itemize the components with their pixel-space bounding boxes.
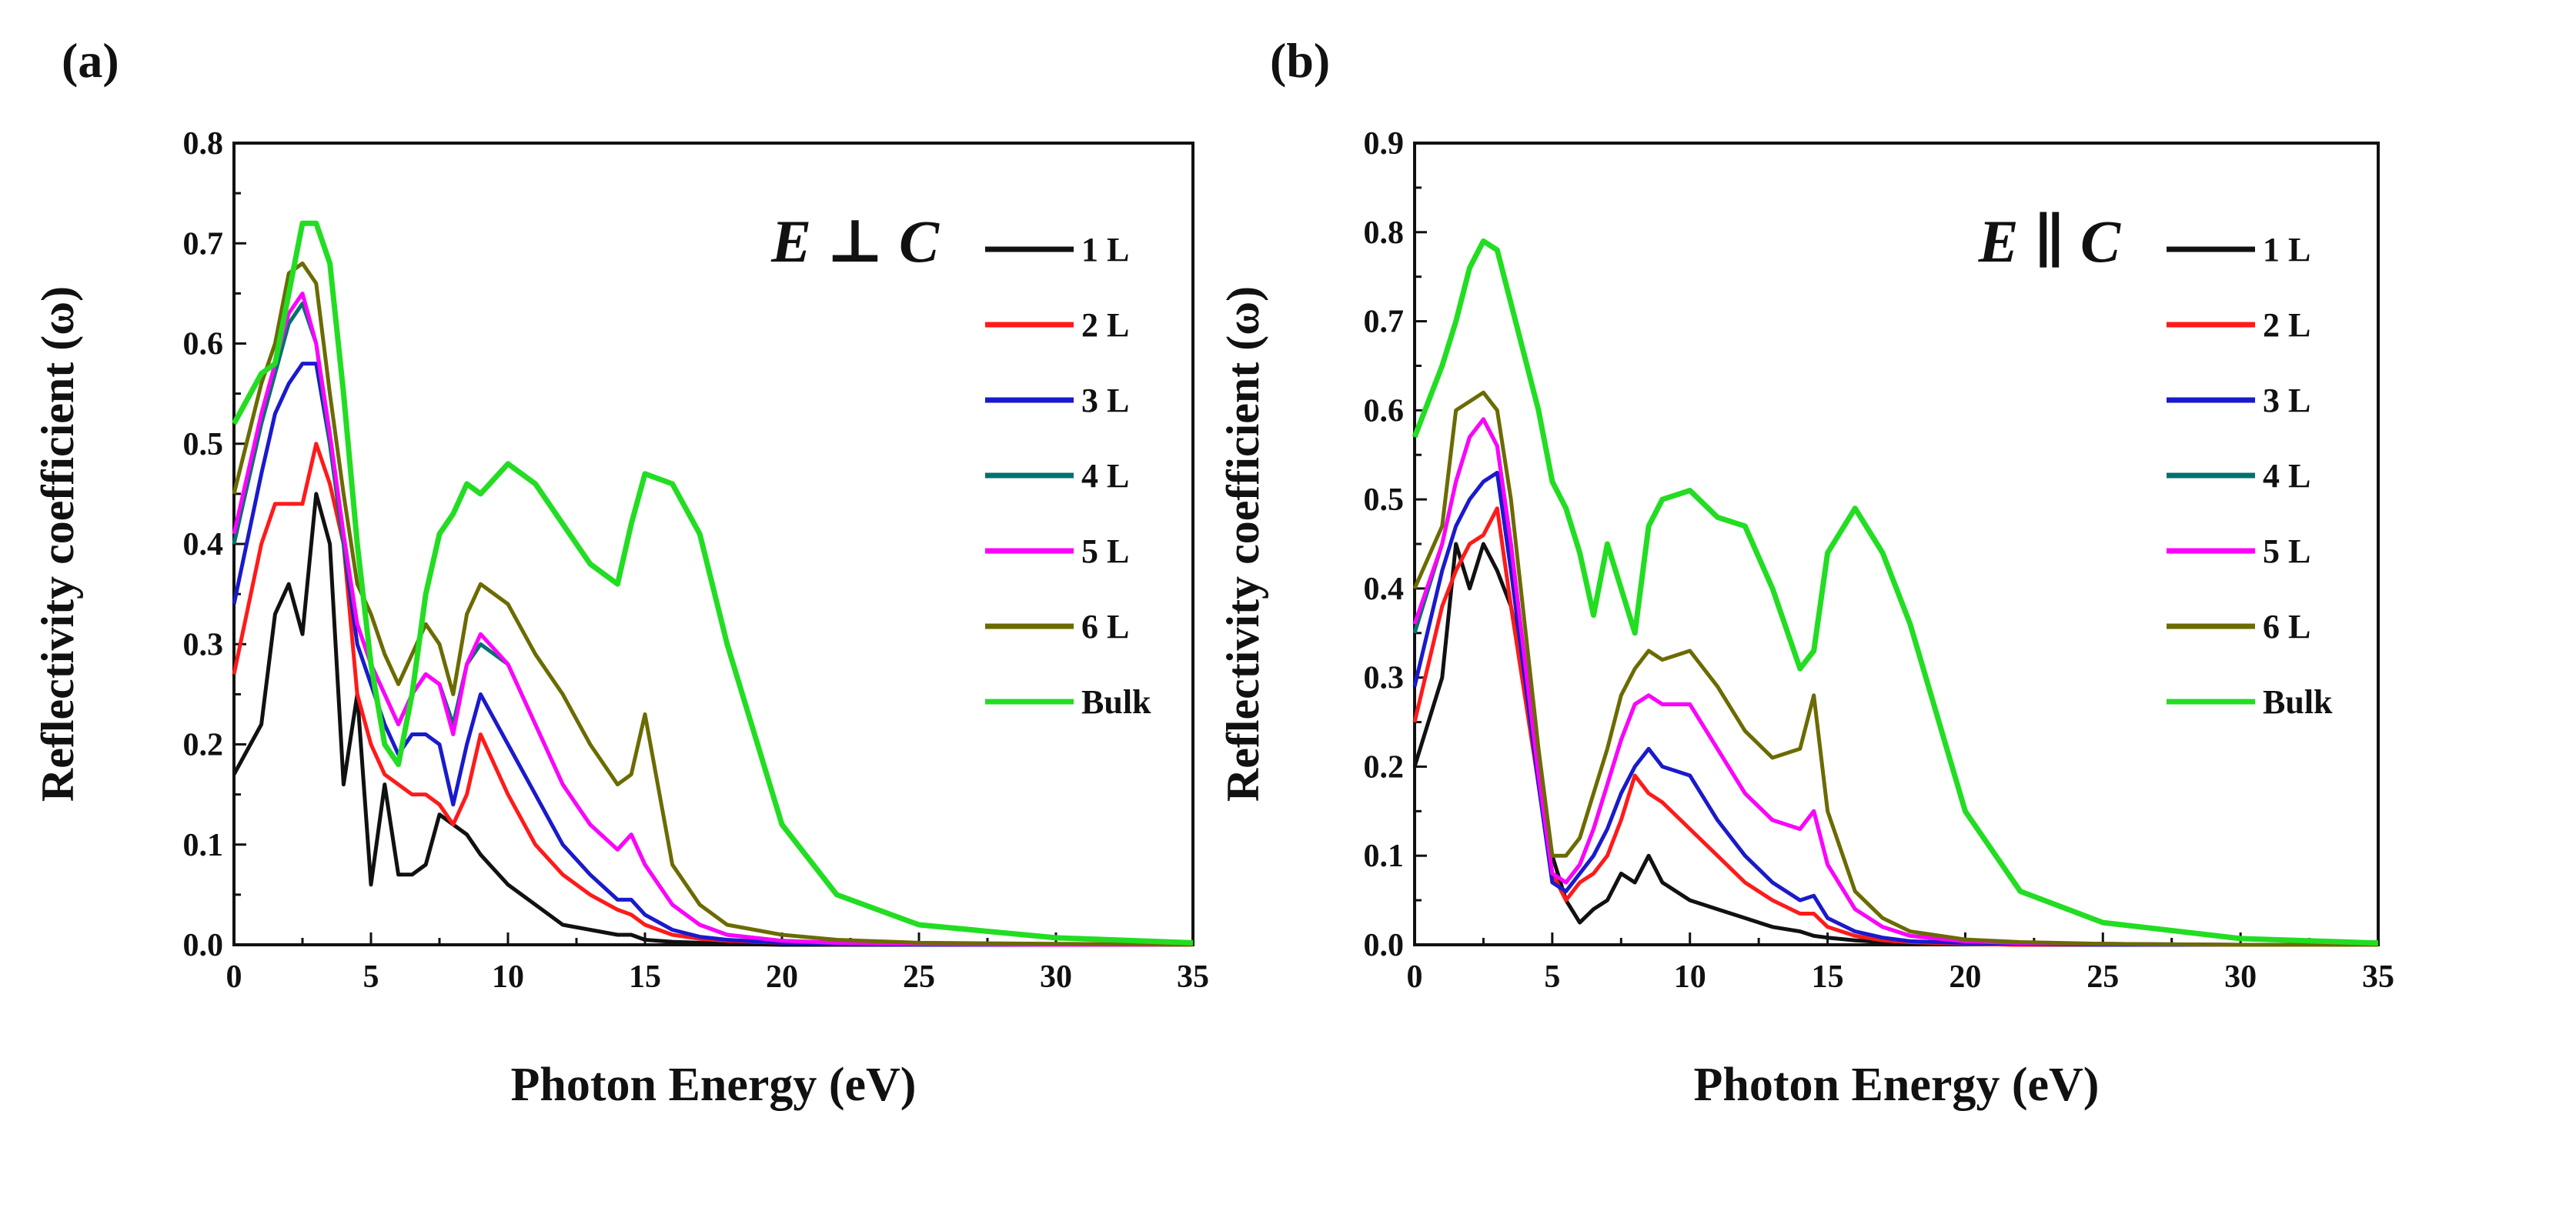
series-line-6l bbox=[1412, 390, 2378, 947]
y-tick-label: 0.9 bbox=[1364, 126, 1405, 162]
series-line-1l bbox=[232, 492, 1193, 947]
legend-label: 3 L bbox=[2263, 382, 2310, 419]
legend-label: 4 L bbox=[1081, 457, 1129, 495]
plot-frame bbox=[1413, 142, 2380, 946]
series-line-bulk bbox=[1412, 238, 2379, 946]
y-tick-label: 0.6 bbox=[183, 327, 224, 362]
x-tick-label: 10 bbox=[492, 959, 524, 995]
y-tick-label: 0.8 bbox=[1364, 215, 1405, 251]
y-tick-label: 0.7 bbox=[1364, 305, 1405, 340]
legend-label: 1 L bbox=[2263, 231, 2310, 269]
panel-b: (b) 0 5 10 15 20 25 30 35 0.0 0.1 0.2 0.3 0.4 0.5 0.6 0.… bbox=[1218, 33, 2394, 1111]
y-tick-label: 0.6 bbox=[1364, 393, 1405, 429]
y-tick-label: 0.3 bbox=[183, 627, 224, 662]
legend-label: 2 L bbox=[1081, 306, 1129, 344]
y-tick-label: 0.3 bbox=[1364, 661, 1405, 696]
series-line-bulk bbox=[231, 220, 1194, 946]
legend-label: 6 L bbox=[1081, 608, 1129, 646]
x-axis-label: Photon Energy (eV) bbox=[511, 1059, 917, 1111]
x-tick-label: 0 bbox=[226, 959, 242, 995]
legend-label: 1 L bbox=[1081, 231, 1129, 269]
y-tick-label: 0.8 bbox=[183, 126, 224, 162]
x-tick-label: 0 bbox=[1407, 959, 1423, 995]
series-line-5l bbox=[1412, 417, 2378, 947]
x-tick-label: 25 bbox=[903, 959, 935, 995]
x-tick-label: 25 bbox=[2087, 959, 2119, 995]
x-tick-label: 10 bbox=[1674, 959, 1706, 995]
legend-label: 2 L bbox=[2263, 306, 2310, 344]
legend-label: Bulk bbox=[2263, 683, 2333, 721]
legend-label: 5 L bbox=[1081, 532, 1129, 570]
series-line-5l bbox=[232, 291, 1193, 947]
series-line-3l bbox=[1412, 470, 2378, 947]
legend-label: Bulk bbox=[1081, 683, 1151, 721]
panel-label: (a) bbox=[62, 33, 119, 88]
polarization-label: E ∥ C bbox=[1978, 208, 2121, 275]
y-tick-label: 0.1 bbox=[1364, 839, 1405, 874]
y-axis-label: Reflectivity coefficient (ω) bbox=[1218, 286, 1268, 802]
y-tick-label: 0.2 bbox=[1364, 749, 1405, 785]
x-tick-label: 20 bbox=[1949, 959, 1981, 995]
y-tick-label: 0.7 bbox=[183, 226, 224, 262]
y-tick-label: 0.0 bbox=[1364, 928, 1405, 963]
series-line-3l bbox=[232, 362, 1193, 947]
legend-label: 6 L bbox=[2263, 608, 2310, 646]
y-tick-label: 0.4 bbox=[183, 527, 224, 562]
x-tick-label: 15 bbox=[1812, 959, 1844, 995]
panel-label: (b) bbox=[1270, 33, 1330, 88]
y-tick-label: 0.2 bbox=[183, 728, 224, 763]
legend-label: 4 L bbox=[2263, 457, 2310, 495]
x-tick-label: 20 bbox=[766, 959, 798, 995]
y-tick-label: 0.5 bbox=[1364, 482, 1405, 518]
x-tick-label: 30 bbox=[1040, 959, 1072, 995]
x-tick-label: 5 bbox=[363, 959, 379, 995]
y-axis-label: Reflectivity coefficient (ω) bbox=[32, 286, 83, 802]
y-tick-label: 0.5 bbox=[183, 427, 224, 462]
legend-label: 3 L bbox=[1081, 382, 1129, 419]
x-tick-label: 5 bbox=[1544, 959, 1560, 995]
legend: E ⊥ C 1 L 2 L 3 L 4 L 5 L 6 L Bulk bbox=[770, 208, 1151, 721]
y-tick-label: 0.4 bbox=[1364, 572, 1405, 607]
x-axis-label: Photon Energy (eV) bbox=[1694, 1059, 2100, 1111]
y-tick-label: 0.0 bbox=[183, 928, 224, 963]
x-tick-label: 30 bbox=[2224, 959, 2257, 995]
polarization-label: E ⊥ C bbox=[770, 208, 940, 275]
x-tick-label: 35 bbox=[1177, 959, 1209, 995]
x-tick-label: 15 bbox=[629, 959, 661, 995]
series-line-6l bbox=[232, 261, 1194, 947]
panel-a: (a) 0 5 10 15 20 25 30 35 0.0 0.1 0.2 0.3 0.4 0.5 0.6 0.… bbox=[32, 33, 1209, 1111]
x-tick-label: 35 bbox=[2362, 959, 2394, 995]
legend-label: 5 L bbox=[2263, 532, 2310, 570]
legend: E ∥ C 1 L 2 L 3 L 4 L 5 L 6 L Bulk bbox=[1978, 208, 2333, 721]
y-tick-label: 0.1 bbox=[183, 828, 224, 863]
